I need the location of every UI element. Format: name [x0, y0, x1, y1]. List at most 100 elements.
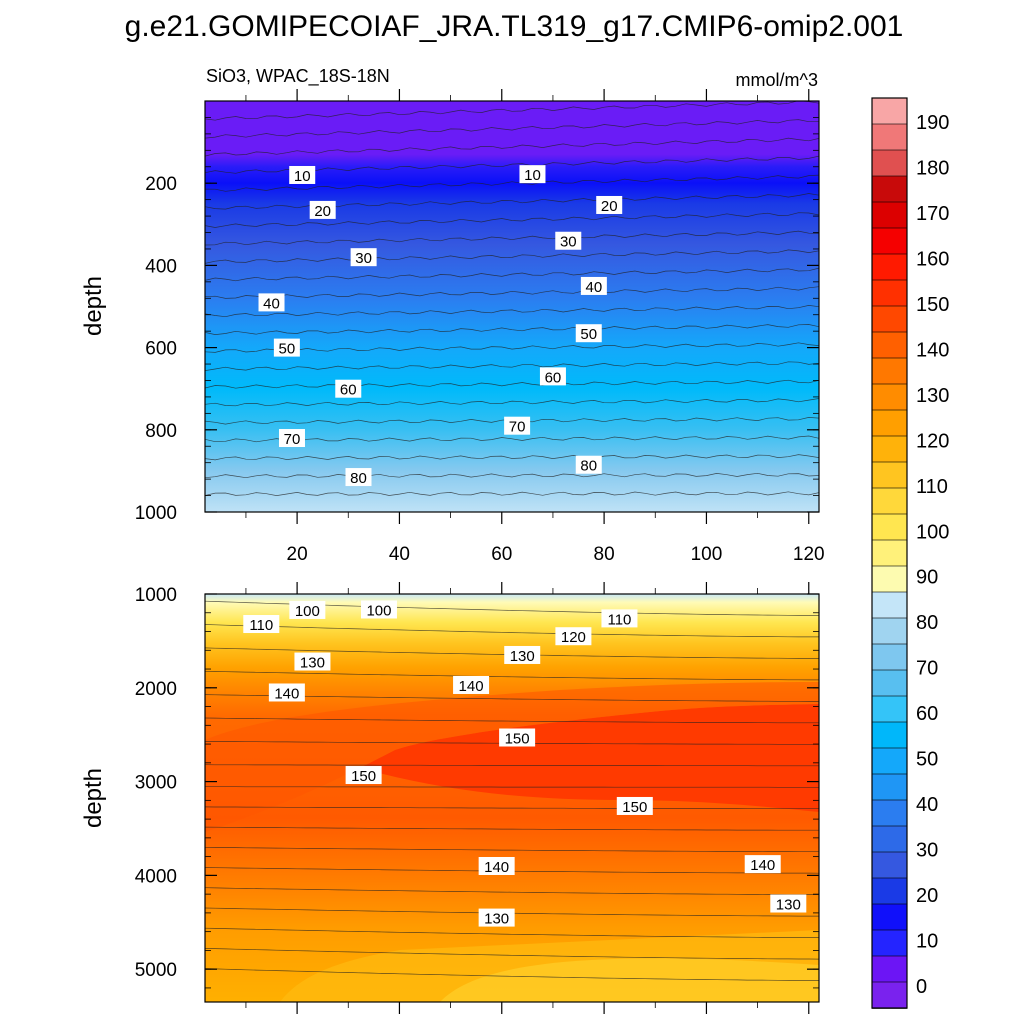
- colorbar-swatch: [871, 123, 908, 151]
- upper-contour-label-text: 70: [509, 419, 526, 436]
- x-tick-label: 120: [793, 544, 825, 565]
- upper-contour-label: 10: [289, 165, 316, 185]
- colorbar-swatch: [871, 643, 908, 671]
- colorbar-label: 170: [916, 203, 949, 225]
- lower-contour-label-box: [345, 766, 382, 785]
- lower-bottom-region-110: [440, 958, 819, 1002]
- lower-max-region-150: [360, 704, 819, 812]
- colorbar-swatch: [871, 201, 908, 229]
- lower-contour-label: 130: [504, 645, 541, 665]
- upper-contour-line: [205, 472, 819, 479]
- lower-contour-line: [205, 968, 819, 981]
- upper-contour-label: 30: [350, 248, 377, 267]
- colorbar-swatch: [871, 97, 908, 125]
- lower-contour-line: [205, 764, 819, 767]
- lower-contour-label-text: 140: [274, 685, 299, 702]
- upper-y-tick-label: 400: [145, 256, 177, 277]
- upper-contour-label-text: 80: [350, 470, 367, 487]
- upper-y-tick-label: 200: [145, 174, 177, 195]
- lower-contour-line: [205, 948, 819, 960]
- colorbar-swatch: [871, 851, 908, 879]
- lower-y-axis-label: depth: [80, 768, 107, 828]
- lower-contour-label-box: [268, 683, 305, 702]
- colorbar-label: 10: [916, 931, 938, 953]
- colorbar-swatch: [871, 617, 908, 645]
- lower-contour-label-text: 120: [561, 629, 586, 646]
- colorbar: [871, 97, 908, 1009]
- upper-contour-label: 60: [335, 379, 362, 399]
- colorbar-label: 40: [916, 794, 938, 816]
- upper-contour-line: [205, 137, 819, 157]
- colorbar-swatch: [871, 903, 908, 931]
- lower-contour-label-text: 100: [295, 603, 320, 620]
- lower-contour-label-text: 110: [249, 617, 273, 634]
- upper-contour-label-box: [555, 231, 582, 250]
- lower-contour-line: [205, 786, 819, 788]
- upper-y-tick-label: 600: [145, 339, 177, 360]
- upper-contour-label-box: [345, 468, 372, 487]
- lower-contour-label: 150: [499, 728, 536, 748]
- colorbar-label: 60: [916, 703, 938, 725]
- x-tick-label: 20: [287, 544, 308, 565]
- upper-contour-label-box: [596, 195, 623, 214]
- colorbar-swatch: [871, 487, 908, 515]
- lower-y-tick-label: 4000: [135, 866, 177, 887]
- upper-panel: SiO3, WPAC_18S-18N mmol/m^3 10 10 20 20 30 30…: [80, 66, 825, 565]
- colorbar-label: 70: [916, 658, 938, 680]
- colorbar-label: 180: [916, 157, 949, 179]
- colorbar-swatch: [871, 877, 908, 905]
- colorbar-swatch: [871, 409, 908, 437]
- colorbar-label: 190: [916, 112, 949, 134]
- upper-contour-line: [205, 174, 819, 192]
- upper-contour-label-box: [575, 455, 602, 474]
- upper-contour-label: 30: [555, 231, 582, 251]
- upper-contour-label-box: [278, 429, 305, 448]
- colorbar-label: 50: [916, 749, 938, 771]
- lower-contour-label: 140: [478, 857, 515, 876]
- colorbar-label: 80: [916, 612, 938, 634]
- upper-contour-line: [205, 286, 819, 299]
- upper-left-label: SiO3, WPAC_18S-18N: [206, 66, 390, 87]
- upper-contour-label: 20: [309, 200, 336, 220]
- upper-contour-label-box: [309, 200, 336, 219]
- lower-contour-line: [205, 624, 819, 638]
- lower-y-tick-label: 1000: [135, 585, 177, 606]
- lower-y-tick-label: 2000: [135, 679, 177, 700]
- upper-contour-label-box: [575, 324, 602, 343]
- colorbar-swatch: [871, 279, 908, 307]
- colorbar-swatch: [871, 981, 908, 1009]
- lower-contour-label-box: [360, 600, 397, 619]
- upper-contour-labels: 10 10 20 20 30 30 40 40 50 50 60 60 70 70 80 80: [258, 165, 623, 487]
- colorbar-swatch: [871, 825, 908, 853]
- upper-contour-label-box: [335, 379, 362, 398]
- lower-contour-line: [205, 927, 819, 938]
- x-tick-label: 100: [691, 544, 723, 565]
- lower-contour-label-text: 140: [484, 859, 509, 876]
- lower-contour-line: [205, 694, 819, 702]
- colorbar-swatch: [871, 253, 908, 281]
- lower-plot-frame: [204, 593, 820, 1003]
- upper-contour-line: [205, 212, 819, 228]
- lower-contour-label-text: 150: [505, 731, 530, 748]
- upper-contour-label-box: [539, 367, 566, 386]
- upper-contour-label-box: [580, 276, 607, 295]
- lower-contour-label-box: [744, 855, 781, 874]
- lower-contour-label-box: [499, 728, 536, 747]
- upper-contour-label-text: 80: [580, 458, 597, 475]
- colorbar-label: 140: [916, 339, 949, 361]
- upper-contour-line: [205, 119, 819, 139]
- lower-contour-label-text: 150: [351, 768, 376, 785]
- colorbar-label: 20: [916, 885, 938, 907]
- colorbar-label: 150: [916, 294, 949, 316]
- colorbar-swatch: [871, 539, 908, 567]
- colorbar-swatch: [871, 435, 908, 463]
- upper-y-axis-label: depth: [80, 276, 107, 336]
- lower-contour-label-text: 140: [750, 857, 775, 874]
- lower-contour-label-box: [453, 675, 490, 694]
- colorbar-swatch: [871, 929, 908, 957]
- upper-contour-label-text: 10: [524, 167, 541, 184]
- upper-contour-label: 80: [575, 455, 602, 475]
- upper-contour-label: 50: [575, 324, 602, 343]
